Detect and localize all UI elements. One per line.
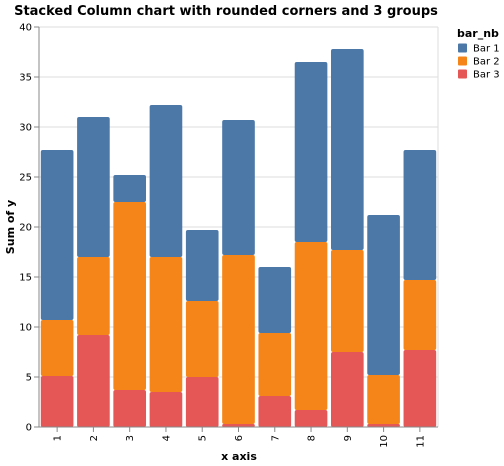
bar-segment-bar-3 <box>403 350 437 427</box>
bar-segment-bar-1 <box>330 49 364 250</box>
bar-segment-bar-2 <box>40 320 74 376</box>
bar-segment-bar-2 <box>403 280 437 350</box>
bar-segment-bar-2 <box>367 375 400 424</box>
bar-segment-bar-3 <box>367 424 400 427</box>
legend-swatch <box>458 43 467 53</box>
y-tick-label: 20 <box>19 223 32 234</box>
bar-segment-bar-1 <box>77 117 110 257</box>
bar-segment-bar-3 <box>113 390 147 427</box>
x-tick-label: 9 <box>343 435 354 441</box>
bar-segment-bar-2 <box>149 257 183 392</box>
y-tick-label: 15 <box>19 273 32 284</box>
bar-segment-bar-1 <box>222 120 255 255</box>
bar-segment-bar-3 <box>185 377 219 427</box>
y-tick-label: 40 <box>19 23 32 34</box>
bar-segment-bar-2 <box>77 257 110 335</box>
bar-segment-bar-3 <box>294 410 328 427</box>
legend-label: Bar 2 <box>473 57 500 68</box>
x-tick-label: 8 <box>307 435 318 441</box>
bar-segment-bar-3 <box>149 392 183 427</box>
y-tick-label: 5 <box>26 373 32 384</box>
y-tick-label: 10 <box>19 323 32 334</box>
legend-swatch <box>458 56 467 66</box>
x-tick-label: 4 <box>161 435 172 441</box>
x-tick-label: 6 <box>234 435 245 441</box>
y-axis-title: Sum of y <box>4 200 17 254</box>
y-tick-label: 35 <box>19 73 32 84</box>
bar-segment-bar-1 <box>367 215 400 375</box>
bar-segment-bar-2 <box>330 250 364 352</box>
bar-segment-bar-2 <box>294 242 328 410</box>
bar-segment-bar-1 <box>294 62 328 242</box>
y-tick-label: 25 <box>19 173 32 184</box>
bar-segment-bar-3 <box>222 424 255 427</box>
bar-segment-bar-2 <box>185 301 219 377</box>
x-tick-label: 1 <box>53 435 64 441</box>
x-tick-label: 10 <box>379 435 390 448</box>
legend-label: Bar 1 <box>473 44 500 55</box>
legend-swatch <box>458 69 467 79</box>
axes: 0 5 10 15 20 25 30 35 40 1 2 3 4 5 6 7 8 9 10 11 <box>19 23 438 448</box>
bar-segment-bar-1 <box>258 267 292 333</box>
x-tick-label: 3 <box>125 435 136 441</box>
bar-segment-bar-1 <box>113 175 147 202</box>
bar-segment-bar-1 <box>40 150 74 320</box>
bar-segment-bar-1 <box>403 150 437 280</box>
bar-segment-bar-3 <box>330 352 364 427</box>
x-tick-label: 2 <box>89 435 100 441</box>
bar-segment-bar-3 <box>258 396 292 427</box>
y-tick-label: 30 <box>19 123 32 134</box>
chart-title: Stacked Column chart with rounded corner… <box>14 4 438 19</box>
bar-segment-bar-2 <box>222 255 255 424</box>
bars <box>40 49 437 427</box>
x-tick-label: 5 <box>198 435 209 441</box>
bar-segment-bar-3 <box>40 376 74 427</box>
x-tick-label: 11 <box>415 435 426 448</box>
x-tick-label: 7 <box>270 435 281 441</box>
x-axis-title: x axis <box>221 450 257 463</box>
legend: bar_nb Bar 1 Bar 2 Bar 3 <box>457 27 500 81</box>
bar-segment-bar-1 <box>149 105 183 257</box>
y-tick-label: 0 <box>26 423 32 434</box>
bar-segment-bar-3 <box>77 335 110 427</box>
bar-segment-bar-1 <box>185 230 219 301</box>
bar-segment-bar-2 <box>113 202 147 390</box>
legend-label: Bar 3 <box>473 70 500 81</box>
bar-segment-bar-2 <box>258 333 292 396</box>
legend-title: bar_nb <box>457 27 499 40</box>
